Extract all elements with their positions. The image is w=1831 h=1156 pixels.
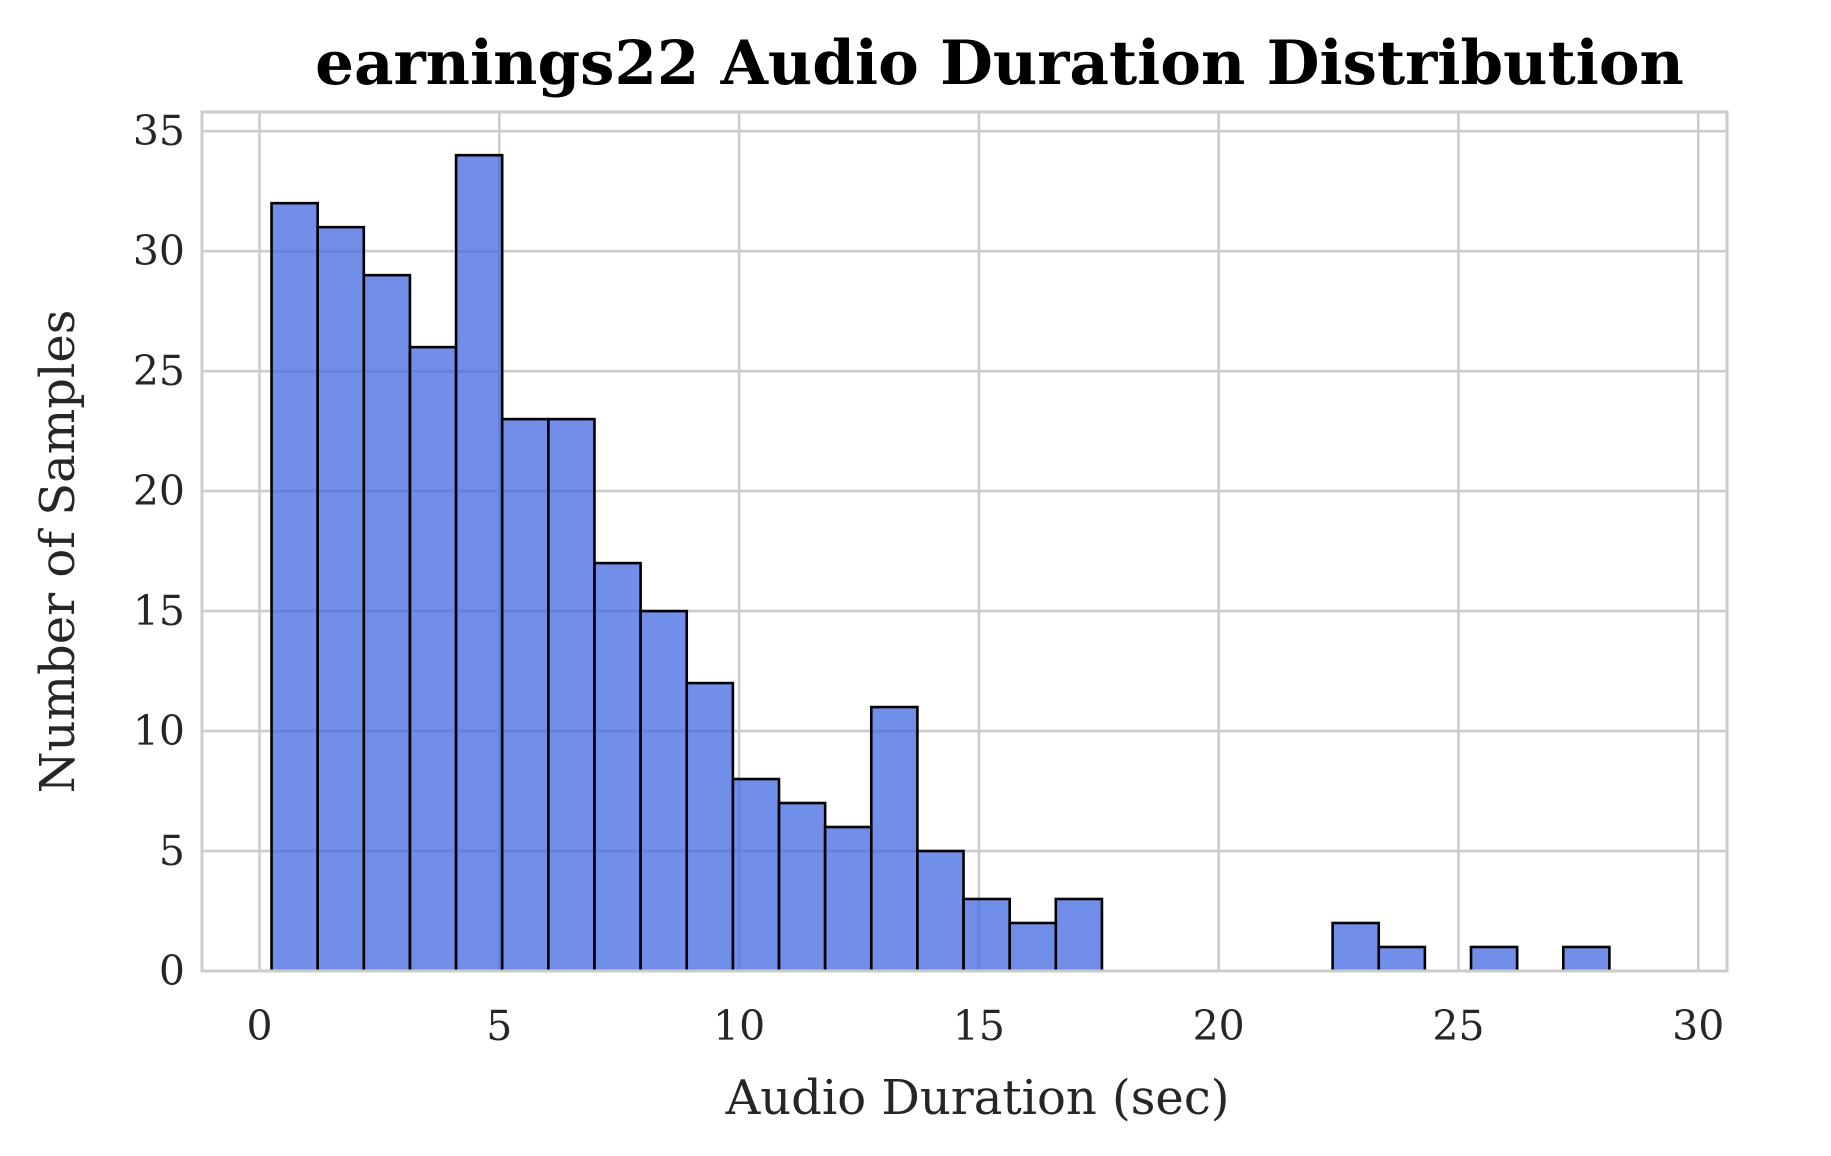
histogram-bar	[1008, 921, 1058, 973]
histogram-bar	[1054, 897, 1104, 973]
y-tick-label: 30	[133, 227, 185, 275]
y-axis-label: Number of Samples	[30, 310, 86, 794]
histogram-bar	[1561, 945, 1611, 973]
histogram-bar	[270, 201, 319, 973]
histogram-bar	[1377, 945, 1427, 973]
plot-frame	[200, 110, 1729, 973]
histogram-bar	[593, 561, 642, 973]
y-tick-label: 25	[133, 347, 185, 395]
bars	[270, 153, 1611, 973]
y-tick-label: 35	[133, 107, 185, 155]
histogram-bar	[639, 609, 689, 973]
histogram-bar	[547, 417, 596, 973]
histogram-bar	[869, 705, 919, 973]
histogram-bar	[916, 849, 965, 973]
x-tick-label: 30	[1672, 1002, 1724, 1050]
y-tick-labels: 0 5 10 15 20 25 30 35	[133, 107, 185, 995]
x-tick-labels: 0 5 10 15 20 25 30	[247, 1002, 1725, 1050]
x-tick-label: 20	[1193, 1002, 1245, 1050]
y-tick-label: 5	[159, 827, 185, 875]
histogram-bar	[500, 417, 550, 973]
x-axis-label: Audio Duration (sec)	[725, 1070, 1230, 1126]
histogram-bar	[408, 345, 458, 973]
x-tick-label: 25	[1432, 1002, 1484, 1050]
histogram-bar	[685, 681, 735, 973]
histogram-bar	[962, 897, 1011, 973]
x-tick-label: 10	[713, 1002, 765, 1050]
y-tick-label: 20	[133, 467, 185, 515]
y-tick-label: 0	[159, 947, 185, 995]
histogram-bar	[731, 777, 781, 973]
x-tick-label: 15	[953, 1002, 1005, 1050]
x-tick-label: 5	[486, 1002, 512, 1050]
histogram-bar	[316, 225, 366, 973]
histogram-bar	[1469, 945, 1519, 973]
histogram-bar	[1331, 921, 1381, 973]
y-tick-label: 15	[133, 587, 185, 635]
x-tick-label: 0	[247, 1002, 273, 1050]
histogram-bar	[823, 825, 873, 973]
y-tick-label: 10	[133, 707, 185, 755]
histogram-bar	[454, 153, 504, 973]
chart-title: earnings22 Audio Duration Distribution	[315, 28, 1684, 99]
histogram-bar	[362, 273, 412, 973]
histogram-bar	[777, 801, 827, 973]
